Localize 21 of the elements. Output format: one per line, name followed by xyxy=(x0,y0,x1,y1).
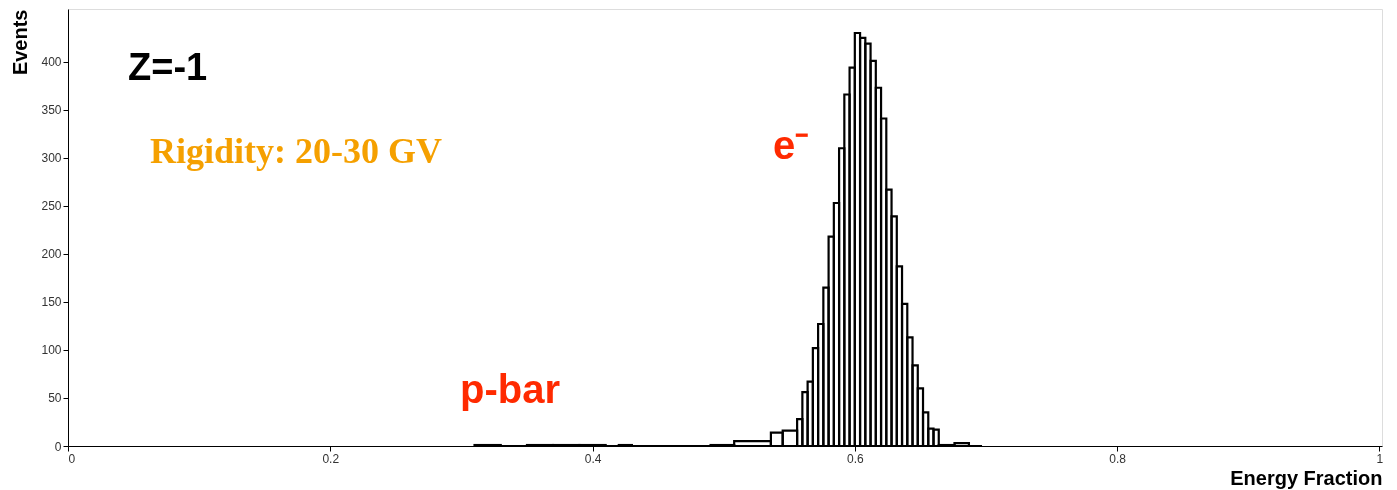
y-axis-title: Events xyxy=(9,9,32,76)
y-tick-label: 400 xyxy=(41,55,62,70)
annotation: e⁻ xyxy=(773,123,810,167)
y-tick-label: 150 xyxy=(41,295,62,310)
y-tick-label: 200 xyxy=(41,247,62,262)
x-tick-label: 1 xyxy=(1376,451,1384,466)
y-tick-label: 250 xyxy=(41,199,62,214)
y-tick-label: 100 xyxy=(41,343,62,358)
y-tick-label: 50 xyxy=(48,391,62,406)
x-tick-label: 0.4 xyxy=(584,451,602,466)
x-tick-label: 0.2 xyxy=(322,451,340,466)
y-tick-label: 0 xyxy=(54,439,62,454)
y-tick-label: 300 xyxy=(41,151,62,166)
annotation: p-bar xyxy=(460,367,560,411)
y-tick-label: 350 xyxy=(41,103,62,118)
annotation: Rigidity: 20-30 GV xyxy=(150,131,442,171)
x-axis-title: Energy Fraction xyxy=(1230,466,1383,489)
x-tick-label: 0.6 xyxy=(846,451,864,466)
x-tick-label: 0.8 xyxy=(1109,451,1127,466)
annotation: Z=-1 xyxy=(128,46,208,88)
x-tick-label: 0 xyxy=(68,451,76,466)
